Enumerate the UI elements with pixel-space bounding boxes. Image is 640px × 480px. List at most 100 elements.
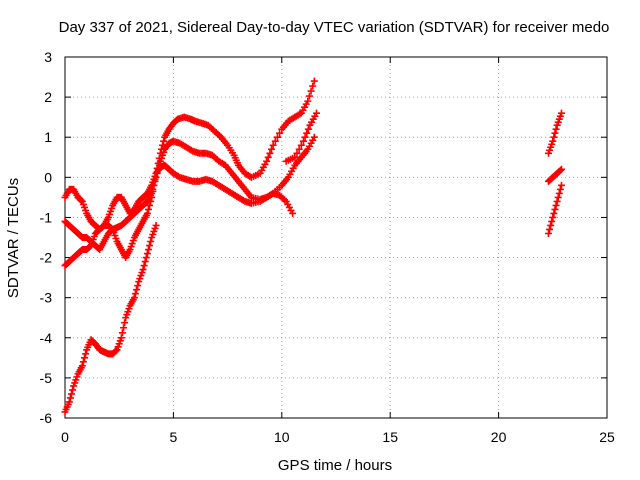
data-point — [555, 189, 563, 197]
data-point — [68, 390, 76, 398]
data-point — [79, 358, 87, 366]
data-point — [553, 197, 561, 205]
data-point — [147, 238, 155, 246]
data-point — [291, 153, 299, 161]
data-point — [299, 137, 307, 145]
axis-ticks: 0 5 10 15 20 25 -6 -5 -4 -3 -2 -1 0 1 2 3 — [40, 49, 615, 445]
data-point — [143, 209, 151, 217]
data-point — [130, 294, 138, 302]
chart-title: Day 337 of 2021, Sidereal Day-to-day VTE… — [59, 19, 610, 36]
y-axis-label: SDTVAR / TECUs — [5, 178, 22, 298]
data-point — [160, 137, 168, 145]
data-point — [557, 181, 565, 189]
plot-frame — [64, 56, 608, 419]
data-point — [297, 141, 305, 149]
data-point — [66, 394, 74, 402]
data-point — [273, 133, 281, 141]
x-tick-label: 0 — [61, 429, 69, 445]
data-point — [551, 205, 559, 213]
y-tick-label: 2 — [44, 89, 52, 105]
x-axis-label: GPS time / hours — [278, 457, 392, 474]
data-point — [295, 145, 303, 153]
data-point — [143, 250, 151, 258]
data-series-1 — [61, 221, 160, 416]
data-point — [140, 262, 148, 270]
data-point — [551, 129, 559, 137]
data-point — [134, 282, 142, 290]
data-point — [310, 133, 318, 141]
data-point — [554, 193, 562, 201]
y-tick-label: -3 — [40, 290, 53, 306]
data-point — [142, 254, 150, 262]
data-point — [150, 181, 158, 189]
data-point — [312, 109, 320, 117]
data-point — [139, 266, 147, 274]
data-point — [266, 149, 274, 157]
data-point — [550, 133, 558, 141]
data-point — [263, 157, 271, 165]
data-point — [141, 258, 149, 266]
data-point — [556, 185, 564, 193]
data-series-6 — [544, 109, 565, 157]
data-point — [548, 217, 556, 225]
data-point — [78, 362, 86, 370]
x-tick-label: 15 — [382, 429, 398, 445]
grid-lines — [65, 57, 607, 418]
data-points — [61, 77, 565, 416]
data-point — [120, 324, 128, 332]
data-point — [112, 347, 120, 355]
data-point — [148, 193, 156, 201]
data-point — [268, 145, 276, 153]
data-point — [550, 209, 558, 217]
data-point — [289, 209, 297, 217]
data-point — [557, 165, 565, 173]
data-point — [547, 221, 555, 229]
data-point — [303, 129, 311, 137]
data-point — [264, 153, 272, 161]
data-series-8 — [544, 181, 565, 237]
data-point — [269, 141, 277, 149]
data-point — [146, 201, 154, 209]
x-tick-label: 20 — [491, 429, 507, 445]
y-tick-label: -5 — [40, 370, 53, 386]
y-tick-label: -4 — [40, 330, 53, 346]
data-point — [108, 224, 116, 232]
x-tick-label: 5 — [170, 429, 178, 445]
y-tick-label: 0 — [44, 169, 52, 185]
y-tick-label: -2 — [40, 250, 53, 266]
data-series-4 — [61, 161, 297, 270]
data-point — [552, 201, 560, 209]
data-series-5 — [282, 109, 320, 165]
data-point — [77, 196, 85, 204]
data-point — [131, 290, 139, 298]
data-point — [82, 350, 90, 358]
data-point — [309, 82, 317, 90]
data-point — [310, 77, 318, 85]
data-point — [544, 229, 552, 237]
data-point — [144, 246, 152, 254]
y-tick-label: -6 — [40, 410, 53, 426]
data-point — [65, 398, 73, 406]
x-tick-label: 10 — [274, 429, 290, 445]
x-tick-label: 25 — [599, 429, 615, 445]
y-tick-label: 1 — [44, 129, 52, 145]
data-point — [133, 286, 141, 294]
data-point — [271, 137, 279, 145]
y-tick-label: 3 — [44, 49, 52, 65]
data-point — [549, 137, 557, 145]
data-point — [307, 87, 315, 95]
data-point — [86, 243, 94, 251]
data-point — [147, 197, 155, 205]
data-series-2 — [61, 77, 318, 233]
data-point — [304, 97, 312, 105]
data-point — [546, 225, 554, 233]
data-point — [293, 149, 301, 157]
data-point — [69, 386, 77, 394]
data-point — [144, 205, 152, 213]
data-point — [552, 125, 560, 133]
data-point — [557, 109, 565, 117]
data-point — [152, 221, 160, 229]
data-point — [117, 334, 125, 342]
data-point — [118, 329, 126, 337]
